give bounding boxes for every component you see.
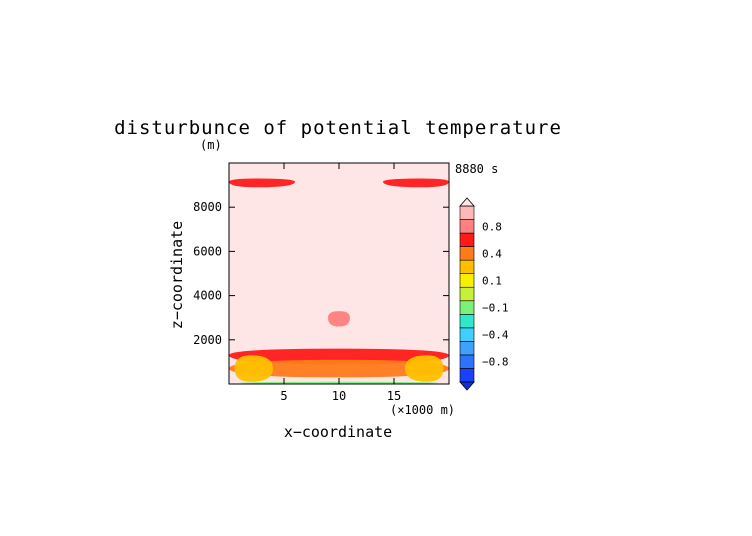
colorbar-label: −0.8: [482, 356, 509, 369]
x-axis-label: x−coordinate: [284, 423, 392, 441]
colorbar-segment: [459, 314, 475, 329]
colorbar-label: 0.4: [482, 247, 502, 260]
colorbar-label: 0.1: [482, 274, 502, 287]
colorbar-segment: [459, 246, 475, 261]
axes: 5 10 15 2000 4000 6000 8000: [193, 163, 449, 403]
colorbar-segment: [459, 205, 475, 220]
colorbar-segment: [459, 341, 475, 356]
colorbar-label: −0.4: [482, 329, 509, 342]
y-axis-label: z−coordinate: [168, 221, 186, 329]
colorbar-segment: [459, 354, 475, 369]
colorbar: 0.8 0.4 0.1 −0.1 −0.4 −0.8: [459, 197, 509, 391]
time-label: 8880 s: [455, 162, 498, 176]
colorbar-segment: [459, 300, 475, 315]
colorbar-segment: [459, 232, 475, 247]
y-tick-label: 6000: [193, 244, 222, 258]
contour-region-lower-band-red: [229, 348, 449, 365]
contour-region-upper-right-band: [383, 178, 449, 188]
colorbar-label: 0.8: [482, 220, 502, 233]
y-tick-label: 8000: [193, 200, 222, 214]
colorbar-bottom-arrow: [459, 381, 475, 391]
colorbar-top-arrow: [459, 197, 475, 207]
colorbar-segment: [459, 273, 475, 288]
y-unit-label: (m): [200, 138, 222, 152]
contour-region-upper-left-band: [229, 178, 295, 188]
contour-region-center-blob: [328, 311, 350, 327]
x-tick-label: 5: [280, 389, 287, 403]
colorbar-label: −0.1: [482, 302, 509, 315]
plot-area: [228, 162, 450, 385]
y-tick-label: 4000: [193, 289, 222, 303]
colorbar-segment: [459, 327, 475, 342]
contour-region-lower-yellow-right: [405, 355, 444, 382]
colorbar-segment: [459, 368, 475, 383]
x-tick-label: 10: [332, 389, 346, 403]
contour-region-lower-band-orange: [229, 359, 449, 378]
y-tick-label: 2000: [193, 333, 222, 347]
colorbar-segment: [459, 259, 475, 274]
colorbar-segment: [459, 286, 475, 302]
colorbar-segment: [459, 219, 475, 234]
x-tick-label: 15: [387, 389, 401, 403]
contour-region-lower-yellow-left: [234, 355, 273, 382]
chart-title: disturbunce of potential temperature: [114, 117, 562, 139]
plot-background: [229, 163, 449, 384]
x-unit-label: (×1000 m): [390, 403, 455, 417]
